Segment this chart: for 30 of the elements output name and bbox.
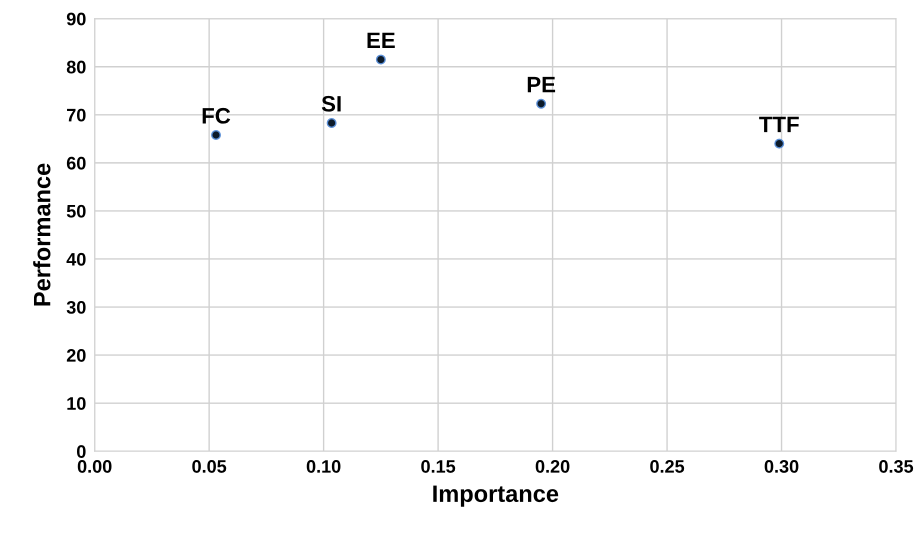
- y-axis-title: Performance: [33, 164, 50, 306]
- x-tick-label: 0.25: [650, 460, 684, 473]
- point: [211, 130, 221, 140]
- x-axis-title: Importance: [433, 486, 558, 507]
- x-tick-label: 0.15: [421, 460, 456, 473]
- point: [536, 98, 546, 109]
- x-tick-label: 0.05: [192, 460, 226, 473]
- y-tick-label: 40: [66, 252, 86, 266]
- point: [376, 54, 386, 65]
- x-tick-label: 0.20: [536, 460, 570, 473]
- annotation: PE: [528, 76, 556, 92]
- y-tick-label: 20: [66, 349, 86, 362]
- y-tick-label: 0: [76, 445, 86, 458]
- y-tick-label: 30: [66, 300, 86, 314]
- y-tick-label: 70: [67, 108, 86, 122]
- x-tick-label: 0.35: [879, 460, 914, 473]
- annotation: SI: [322, 96, 341, 112]
- y-tick-label: 90: [66, 12, 86, 26]
- y-tick-label: 60: [66, 156, 86, 170]
- point: [774, 138, 784, 149]
- y-tick-label: 10: [67, 397, 86, 410]
- annotation: EE: [368, 32, 395, 48]
- x-tick-label: 0.30: [764, 460, 798, 473]
- point: [326, 118, 337, 128]
- annotation: TTF: [759, 116, 799, 132]
- x-tick-label: 0.00: [78, 460, 112, 473]
- y-tick-label: 80: [66, 60, 86, 74]
- x-tick-label: 0.10: [306, 460, 340, 473]
- annotation: FC: [202, 108, 230, 124]
- y-tick-label: 50: [66, 204, 86, 218]
